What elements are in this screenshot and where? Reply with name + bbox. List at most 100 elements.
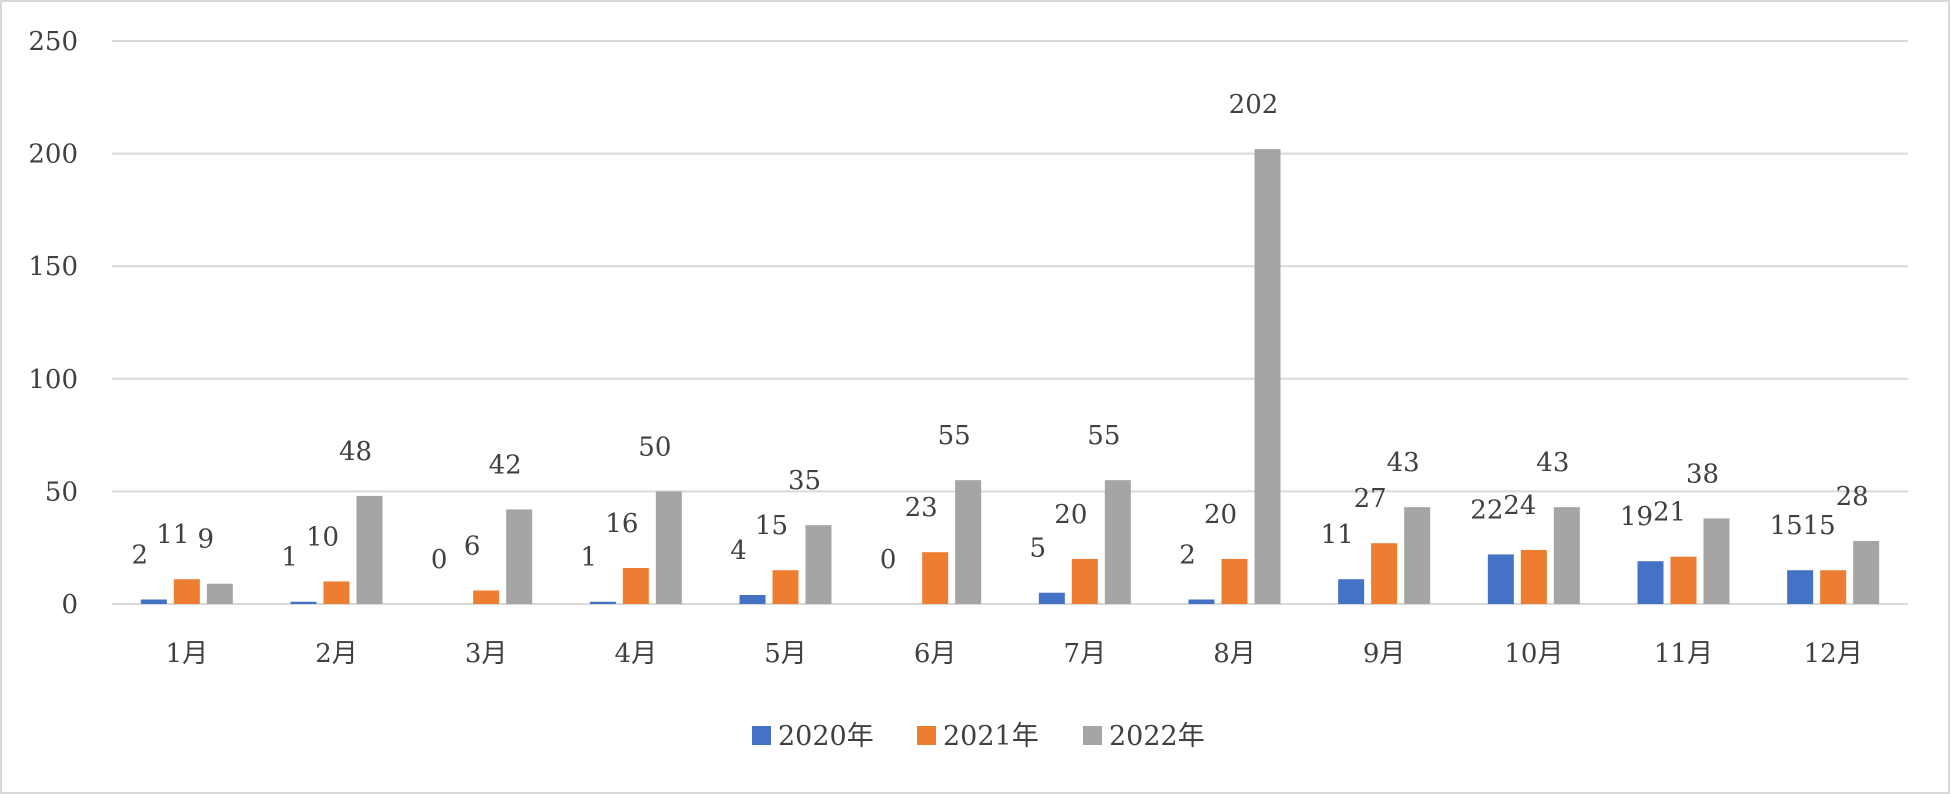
bar: [1188, 599, 1215, 604]
legend-label: 2022年: [1109, 721, 1205, 752]
data-label: 1: [281, 543, 298, 573]
data-label: 28: [1836, 482, 1869, 512]
x-category-label: 8月: [1213, 639, 1256, 669]
bars: [140, 149, 1880, 604]
data-label: 11: [156, 520, 189, 550]
data-label: 15: [755, 511, 788, 541]
x-category-label: 5月: [764, 639, 807, 669]
data-label: 21: [1653, 498, 1686, 528]
x-category-label: 2月: [315, 639, 358, 669]
bar: [1371, 543, 1398, 604]
bar: [955, 480, 982, 604]
y-tick-label: 0: [61, 590, 78, 620]
legend-label: 2020年: [778, 721, 874, 752]
data-label: 43: [1536, 448, 1569, 478]
bar: [1338, 579, 1365, 604]
x-category-label: 7月: [1064, 639, 1107, 669]
data-label: 42: [489, 450, 522, 480]
x-category-label: 6月: [914, 639, 957, 669]
legend-label: 2021年: [943, 721, 1039, 752]
bar: [140, 599, 167, 604]
bar: [206, 583, 233, 604]
x-category-label: 3月: [465, 639, 508, 669]
data-label: 4: [730, 536, 747, 566]
y-tick-label: 200: [28, 140, 78, 170]
bar: [1787, 570, 1814, 604]
data-label: 24: [1503, 491, 1536, 521]
data-label: 23: [905, 493, 938, 523]
data-label: 11: [1321, 520, 1354, 550]
data-label: 27: [1354, 484, 1387, 514]
x-axis-category-labels: 1月 2月 3月 4月 5月 6月 7月 8月 9月 10月 11月 12月: [166, 639, 1863, 669]
legend-swatch: [752, 726, 771, 745]
bar: [290, 601, 317, 604]
data-label: 1: [581, 543, 598, 573]
data-label: 55: [938, 421, 971, 451]
y-axis-tick-labels: 0 50 100 150 200 250: [28, 27, 78, 620]
bar: [1254, 149, 1281, 604]
y-tick-label: 150: [28, 252, 78, 282]
data-label: 2: [132, 540, 149, 570]
data-label: 19: [1620, 502, 1653, 532]
data-label: 20: [1204, 500, 1237, 530]
data-label: 15: [1770, 511, 1803, 541]
data-label: 6: [464, 531, 481, 561]
bar: [739, 594, 766, 604]
data-label: 35: [788, 466, 821, 496]
legend: 2020年 2021年 2022年: [752, 721, 1205, 752]
bar: [1820, 570, 1847, 604]
bar: [589, 601, 616, 604]
data-label: 9: [198, 525, 215, 555]
data-label: 5: [1030, 534, 1047, 564]
bar: [1670, 556, 1697, 604]
bar: [1038, 592, 1065, 604]
bar: [1221, 558, 1248, 604]
bar: [173, 579, 200, 604]
bar: [506, 509, 533, 604]
y-tick-label: 50: [45, 477, 78, 507]
bar: [1404, 507, 1431, 604]
legend-swatch: [1083, 726, 1102, 745]
data-label: 202: [1229, 90, 1279, 120]
data-label: 48: [339, 437, 372, 467]
bar: [772, 570, 799, 604]
data-label: 10: [306, 522, 339, 552]
bar: [655, 491, 682, 604]
data-label: 38: [1686, 459, 1719, 489]
data-label: 0: [880, 545, 897, 575]
gridlines: [112, 40, 1908, 605]
data-label: 22: [1470, 495, 1503, 525]
bar: [1703, 518, 1730, 604]
bar: [805, 525, 832, 604]
bar: [1520, 549, 1547, 604]
data-label: 20: [1054, 500, 1087, 530]
x-category-label: 11月: [1654, 639, 1713, 669]
bar: [323, 581, 350, 604]
data-label: 2: [1179, 540, 1196, 570]
bar: [473, 590, 500, 604]
x-category-label: 12月: [1804, 639, 1863, 669]
bar: [622, 567, 649, 604]
x-category-label: 1月: [166, 639, 209, 669]
x-category-label: 4月: [615, 639, 658, 669]
data-label: 50: [638, 432, 671, 462]
legend-swatch: [917, 726, 936, 745]
bar: [922, 552, 949, 604]
x-category-label: 10月: [1504, 639, 1563, 669]
bar: [1553, 507, 1580, 604]
data-label: 16: [605, 509, 638, 539]
data-label: 15: [1803, 511, 1836, 541]
bar: [1637, 561, 1664, 604]
y-tick-label: 100: [28, 365, 78, 395]
data-label: 0: [431, 545, 448, 575]
data-label: 55: [1087, 421, 1120, 451]
bar: [1487, 554, 1514, 604]
bar: [1071, 558, 1098, 604]
bar: [1853, 540, 1880, 604]
bar: [1104, 480, 1131, 604]
x-category-label: 9月: [1363, 639, 1406, 669]
bar: [356, 495, 383, 604]
